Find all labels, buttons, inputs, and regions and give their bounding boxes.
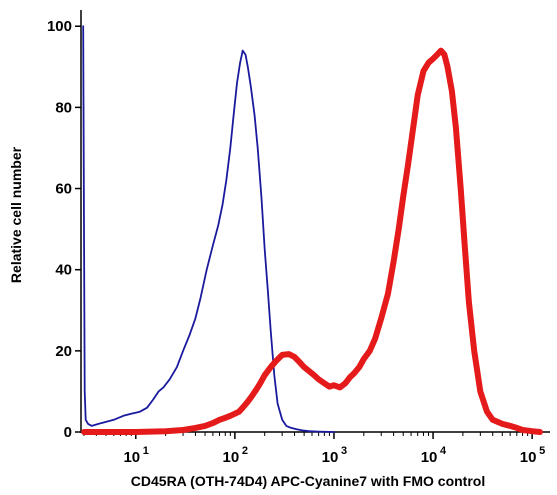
series-line-blue bbox=[82, 25, 335, 433]
x-tick-exponent: 2 bbox=[242, 445, 248, 457]
y-tick-label: 0 bbox=[64, 424, 72, 441]
x-tick-exponent: 3 bbox=[341, 445, 347, 457]
x-tick-label: 10 bbox=[223, 449, 240, 466]
x-tick-exponent: 1 bbox=[143, 445, 149, 457]
y-tick-label: 40 bbox=[55, 262, 72, 279]
x-tick-label: 10 bbox=[123, 449, 140, 466]
series-line-red bbox=[81, 47, 543, 435]
y-tick-label: 80 bbox=[55, 99, 72, 116]
x-axis-label: CD45RA (OTH-74D4) APC-Cyanine7 with FMO … bbox=[131, 473, 485, 489]
series-layer bbox=[81, 25, 543, 435]
y-tick-label: 20 bbox=[55, 343, 72, 360]
x-tick-label: 10 bbox=[421, 449, 438, 466]
x-tick-label: 10 bbox=[520, 449, 537, 466]
y-axis-label: Relative cell number bbox=[8, 146, 24, 283]
x-tick-label: 10 bbox=[322, 449, 339, 466]
y-tick-label: 60 bbox=[55, 181, 72, 198]
x-tick-exponent: 4 bbox=[440, 445, 447, 457]
x-tick-exponent: 5 bbox=[539, 445, 545, 457]
y-tick-label: 100 bbox=[47, 18, 72, 35]
